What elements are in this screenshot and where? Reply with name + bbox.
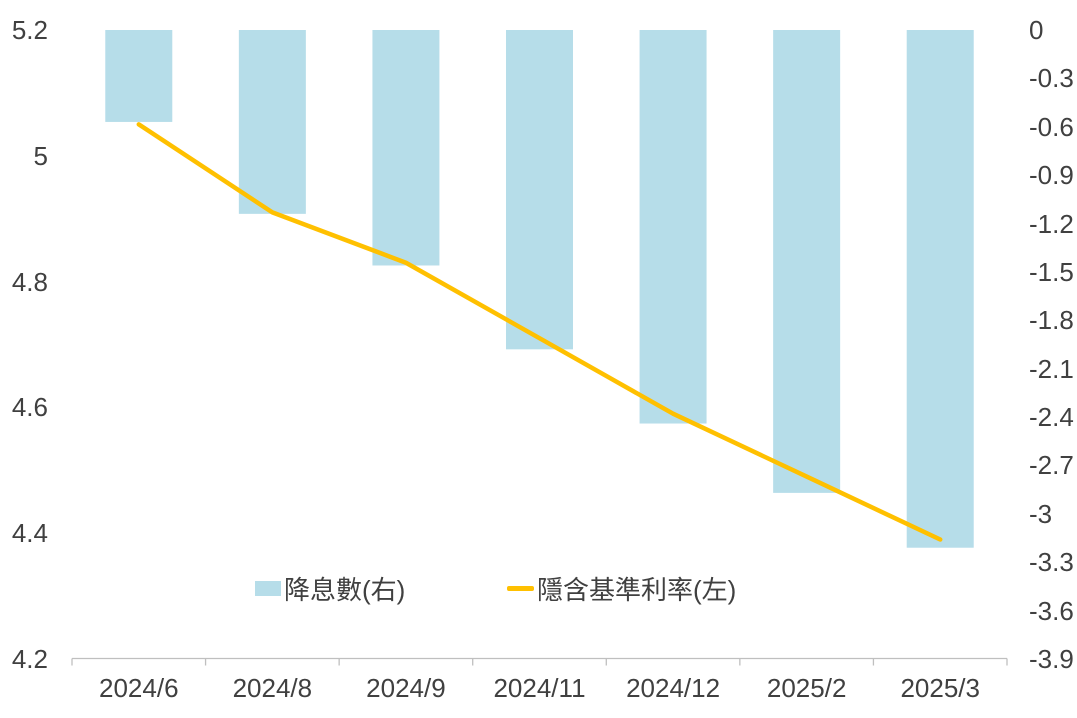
implied-rate-line bbox=[136, 122, 943, 542]
right-axis-tick-label: -0.6 bbox=[1029, 111, 1074, 142]
right-axis-tick-label: -2.7 bbox=[1029, 450, 1074, 481]
legend-label-rate-cuts: 降息數(右) bbox=[284, 574, 406, 605]
right-axis-tick-label: -3 bbox=[1029, 498, 1053, 529]
rate-cuts-bar bbox=[238, 30, 306, 214]
bar-series-swatch bbox=[255, 580, 281, 596]
right-axis-tick-label: -3.3 bbox=[1029, 547, 1074, 578]
right-axis-tick-label: 0 bbox=[1029, 15, 1044, 45]
legend-label-implied-rate: 隱含基準利率(左) bbox=[537, 574, 737, 605]
left-axis-tick-label: 5 bbox=[33, 140, 48, 171]
x-axis-category-label: 2025/2 bbox=[766, 673, 847, 703]
left-axis-tick-label: 4.6 bbox=[11, 392, 48, 423]
x-axis-category-label: 2024/8 bbox=[232, 673, 313, 703]
x-axis-category-label: 2025/3 bbox=[900, 673, 980, 703]
rate-cuts-bar bbox=[773, 30, 841, 493]
legend-item-rate-cuts: 降息數(右) bbox=[255, 573, 405, 605]
legend-item-implied-rate: 隱含基準利率(左) bbox=[507, 573, 736, 605]
x-axis-category-label: 2024/11 bbox=[493, 673, 586, 703]
rate-cuts-bar bbox=[105, 30, 173, 122]
x-axis-category-label: 2024/9 bbox=[366, 673, 446, 703]
right-axis-tick-label: -3.6 bbox=[1029, 595, 1074, 626]
line-series-swatch bbox=[507, 585, 534, 591]
x-axis-category-label: 2024/6 bbox=[99, 673, 179, 703]
left-axis-tick-label: 5.2 bbox=[11, 15, 48, 45]
left-axis-tick-label: 4.2 bbox=[11, 644, 48, 674]
right-axis-tick-label: -2.1 bbox=[1029, 353, 1074, 384]
left-axis-tick-label: 4.8 bbox=[11, 266, 48, 297]
right-axis-tick-label: -0.9 bbox=[1029, 160, 1074, 191]
rate-cuts-bar bbox=[906, 30, 974, 548]
right-axis-tick-label: -2.4 bbox=[1029, 402, 1074, 433]
right-axis-tick-label: -0.3 bbox=[1029, 63, 1074, 94]
right-axis-tick-label: -1.8 bbox=[1029, 305, 1074, 336]
right-axis-tick-label: -1.5 bbox=[1029, 256, 1074, 287]
right-axis-tick-label: -1.2 bbox=[1029, 208, 1074, 239]
rate-cuts-bar bbox=[639, 30, 707, 424]
x-axis-category-label: 2024/12 bbox=[626, 673, 721, 703]
rate-cuts-bar bbox=[506, 30, 573, 350]
left-axis-tick-label: 4.4 bbox=[11, 518, 48, 549]
right-axis-tick-label: -3.9 bbox=[1029, 644, 1074, 674]
rate-cuts-bar bbox=[372, 30, 440, 266]
